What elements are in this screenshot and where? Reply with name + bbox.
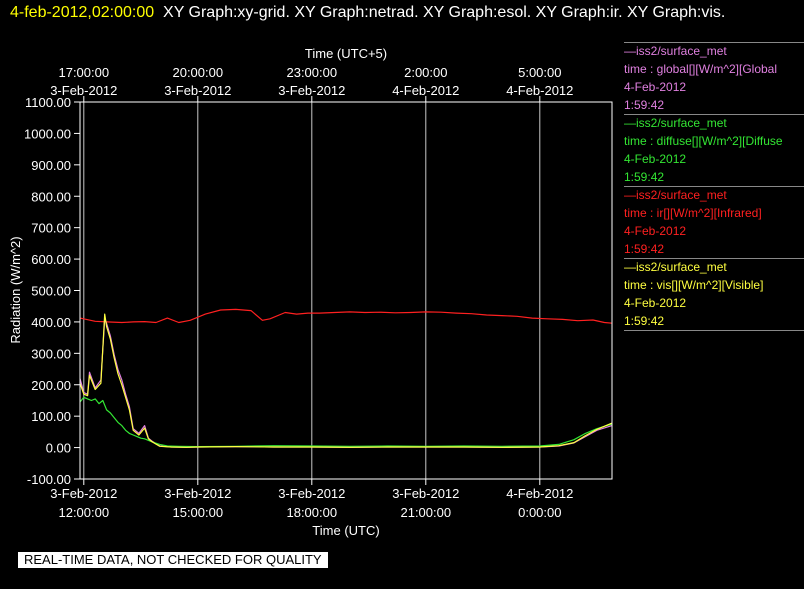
legend-end-separator (624, 330, 804, 332)
y-tick-label: 0.00 (46, 441, 71, 456)
legend-variable: time : vis[][W/m^2][Visible] (624, 278, 764, 292)
legend-separator (624, 114, 804, 115)
x-tick-label-date: 3-Feb-2012 (278, 486, 345, 501)
x-tick-label-time: 12:00:00 (58, 505, 109, 520)
top-tick-label-time: 5:00:00 (518, 65, 561, 80)
top-tick-label-date: 4-Feb-2012 (506, 83, 573, 98)
x-tick-label-date: 3-Feb-2012 (50, 486, 117, 501)
series-line-diffuse (79, 396, 613, 448)
series-line-ir (79, 308, 613, 324)
legend-date: 4-Feb-2012 (624, 296, 687, 310)
legend-time: 1:59:42 (624, 242, 665, 256)
x-axis-ticks: 3-Feb-2012 12:00:00 3-Feb-2012 15:00:00 3-Fe… (50, 65, 573, 520)
top-tick-label-date: 3-Feb-2012 (164, 83, 231, 98)
top-tick-label-time: 17:00:00 (58, 65, 109, 80)
x-tick-label-date: 3-Feb-2012 (164, 486, 231, 501)
legend-source: —iss2/surface_met (624, 116, 727, 130)
y-tick-label: 400.00 (31, 315, 71, 330)
chart-series (79, 308, 613, 448)
y-tick-label: 900.00 (31, 158, 71, 173)
series-line-global (79, 318, 613, 448)
legend-variable: time : diffuse[][W/m^2][Diffuse (624, 134, 783, 148)
y-tick-label: 500.00 (31, 284, 71, 299)
legend-date: 4-Feb-2012 (624, 152, 687, 166)
x-tick-label-time: 15:00:00 (172, 505, 223, 520)
graph-title: 4-feb-2012,02:00:00 XY Graph:xy-grid. XY… (10, 2, 800, 23)
series-line-vis (79, 313, 613, 448)
y-tick-label: 600.00 (31, 252, 71, 267)
y-axis-ticks: 1100.00 1000.00 900.00 800.00 700.00 600.00 50… (24, 95, 80, 487)
y-tick-label: -100.00 (27, 472, 71, 487)
top-tick-label-time: 23:00:00 (286, 65, 337, 80)
legend-separator (624, 186, 804, 187)
plot-frame (79, 101, 613, 480)
chart-grid (83, 102, 541, 479)
y-tick-label: 1000.00 (24, 126, 71, 141)
y-tick-label: 800.00 (31, 189, 71, 204)
quality-notice: REAL-TIME DATA, NOT CHECKED FOR QUALITY (18, 552, 328, 568)
legend-source: —iss2/surface_met (624, 260, 727, 274)
x-tick-label-time: 18:00:00 (286, 505, 337, 520)
legend-date: 4-Feb-2012 (624, 224, 687, 238)
x-tick-label-time: 0:00:00 (518, 505, 561, 520)
legend-separator (624, 330, 804, 331)
x-axis-label: Time (UTC) (312, 523, 379, 538)
x-tick-label-time: 21:00:00 (400, 505, 451, 520)
y-tick-label: 200.00 (31, 378, 71, 393)
top-tick-label-date: 4-Feb-2012 (392, 83, 459, 98)
legend-date: 4-Feb-2012 (624, 80, 687, 94)
legend-variable: time : ir[][W/m^2][Infrared] (624, 206, 762, 220)
legend-time: 1:59:42 (624, 98, 665, 112)
top-axis-label: Time (UTC+5) (305, 46, 387, 61)
legend-separator (624, 42, 804, 43)
title-graph-list: XY Graph:xy-grid. XY Graph:netrad. XY Gr… (163, 4, 726, 21)
legend-separator (624, 258, 804, 259)
top-tick-label-time: 2:00:00 (404, 65, 447, 80)
x-tick-label-date: 4-Feb-2012 (506, 486, 573, 501)
legend-source: —iss2/surface_met (624, 188, 727, 202)
legend-time: 1:59:42 (624, 170, 665, 184)
y-tick-label: 1100.00 (25, 95, 71, 110)
legend-time: 1:59:42 (624, 314, 665, 328)
y-tick-label: 300.00 (31, 346, 71, 361)
y-axis-label: Radiation (W/m^2) (8, 236, 23, 343)
top-tick-label-time: 20:00:00 (172, 65, 223, 80)
y-tick-label: 100.00 (31, 409, 71, 424)
title-timestamp: 4-feb-2012,02:00:00 (10, 4, 155, 21)
legend-source: —iss2/surface_met (624, 44, 727, 58)
y-tick-label: 700.00 (31, 221, 71, 236)
top-tick-label-date: 3-Feb-2012 (50, 83, 117, 98)
legend-variable: time : global[][W/m^2][Global (624, 62, 778, 76)
x-tick-label-date: 3-Feb-2012 (392, 486, 459, 501)
top-tick-label-date: 3-Feb-2012 (278, 83, 345, 98)
